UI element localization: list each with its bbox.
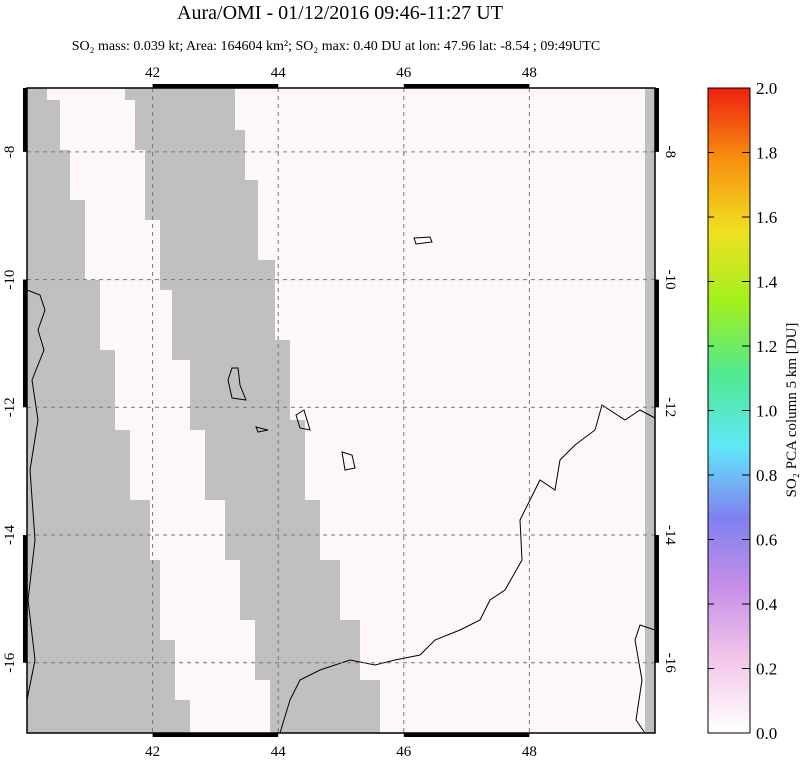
colorbar-tick-label: 0.0 — [756, 724, 777, 743]
x-tick-label: 48 — [522, 744, 537, 759]
x-tick-label: 44 — [271, 65, 287, 81]
x-tick-label: 46 — [396, 744, 412, 759]
colorbar-tick-label: 0.8 — [756, 466, 777, 485]
y-tick-label: -8 — [2, 146, 18, 159]
colorbar-tick-label: 0.6 — [756, 531, 777, 550]
coastline — [26, 289, 46, 701]
y-tick-label: -14 — [662, 525, 678, 545]
map-frame — [26, 87, 656, 734]
colorbar-tick-label: 1.0 — [756, 402, 777, 421]
colorbar-tick-label: 0.4 — [756, 595, 778, 614]
no-data-swath — [125, 88, 380, 733]
x-tick-label: 48 — [522, 65, 537, 81]
colorbar-tick-label: 1.6 — [756, 208, 777, 227]
frame-segment — [655, 88, 659, 152]
frame-segment — [23, 279, 27, 408]
colorbar-label: SO₂ PCA column 5 km [DU] — [784, 323, 800, 498]
axes: 42 42 44 44 46 46 48 48 -8 -8 -10 -10 -12 -12 -14 -14 -1… — [2, 65, 678, 760]
x-tick-label: 42 — [145, 65, 160, 81]
no-data-swath — [27, 88, 190, 733]
y-tick-label: -12 — [2, 397, 18, 417]
frame-segment — [403, 733, 530, 737]
subtitle: SO₂ mass: 0.039 kt; Area: 164604 km²; SO… — [72, 39, 600, 54]
y-tick-label: -10 — [2, 270, 18, 290]
frame-segment — [152, 733, 279, 737]
colorbar-tick-label: 1.4 — [756, 273, 778, 292]
x-tick-label: 44 — [271, 744, 287, 759]
colorbar-tick-label: 0.2 — [756, 660, 777, 679]
frame-segment — [403, 84, 530, 88]
frame-segment — [655, 279, 659, 408]
y-tick-label: -12 — [662, 397, 678, 417]
colorbar-tick-label: 1.2 — [756, 337, 777, 356]
x-tick-label: 42 — [145, 744, 160, 759]
coastline — [279, 404, 656, 734]
coastline — [634, 624, 656, 734]
x-tick-label: 46 — [396, 65, 412, 81]
frame-segment — [655, 535, 659, 663]
y-tick-label: -8 — [662, 146, 678, 159]
title: Aura/OMI - 01/12/2016 09:46-11:27 UT — [177, 2, 503, 24]
frame-segment — [152, 84, 279, 88]
frame-segment — [23, 535, 27, 663]
colorbar-tick-label: 2.0 — [756, 79, 777, 98]
map-area — [26, 88, 656, 734]
no-data-swath — [645, 88, 655, 733]
colorbar-tick-label: 1.8 — [756, 144, 777, 163]
coastline — [227, 236, 433, 471]
y-tick-label: -16 — [2, 652, 18, 672]
y-tick-label: -14 — [2, 525, 18, 545]
y-tick-label: -10 — [662, 270, 678, 290]
frame-segment — [23, 88, 27, 152]
y-tick-label: -16 — [662, 653, 678, 673]
